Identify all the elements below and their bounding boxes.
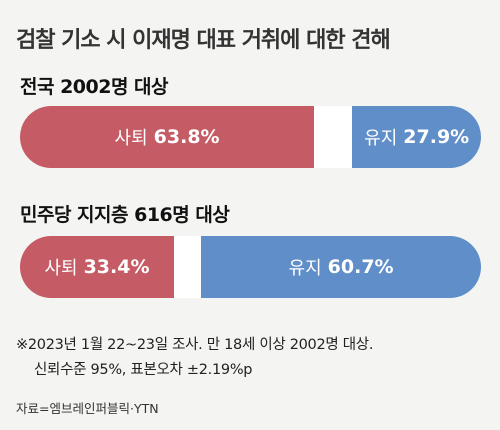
- segment-label: 사퇴: [44, 254, 77, 280]
- footnote-confidence: 신뢰수준 95%, 표본오차 ±2.19%p: [34, 358, 252, 379]
- bar-democratic: 사퇴 33.4% 유지 60.7%: [20, 236, 481, 298]
- footnote-survey: ※2023년 1월 22~23일 조사. 만 18세 이상 2002명 대상.: [16, 333, 373, 354]
- segment-label: 유지: [364, 124, 397, 150]
- group-label-democratic: 민주당 지지층 616명 대상: [20, 200, 229, 227]
- bar-national: 사퇴 63.8% 유지 27.9%: [20, 106, 481, 168]
- segment-value: 63.8%: [154, 126, 220, 148]
- chart-title: 검찰 기소 시 이재명 대표 거취에 대한 견해: [16, 22, 390, 54]
- segment-label: 유지: [289, 254, 322, 280]
- source-credit: 자료=엠브레인퍼블릭·YTN: [16, 398, 159, 417]
- segment-democratic-keep: 유지 60.7%: [201, 236, 481, 298]
- group-label-national: 전국 2002명 대상: [20, 72, 168, 99]
- segment-label: 사퇴: [115, 124, 148, 150]
- segment-national-keep: 유지 27.9%: [352, 106, 481, 168]
- segment-value: 33.4%: [84, 256, 150, 278]
- segment-value: 27.9%: [403, 126, 469, 148]
- segment-democratic-resign: 사퇴 33.4%: [20, 236, 174, 298]
- segment-national-resign: 사퇴 63.8%: [20, 106, 314, 168]
- segment-value: 60.7%: [328, 256, 394, 278]
